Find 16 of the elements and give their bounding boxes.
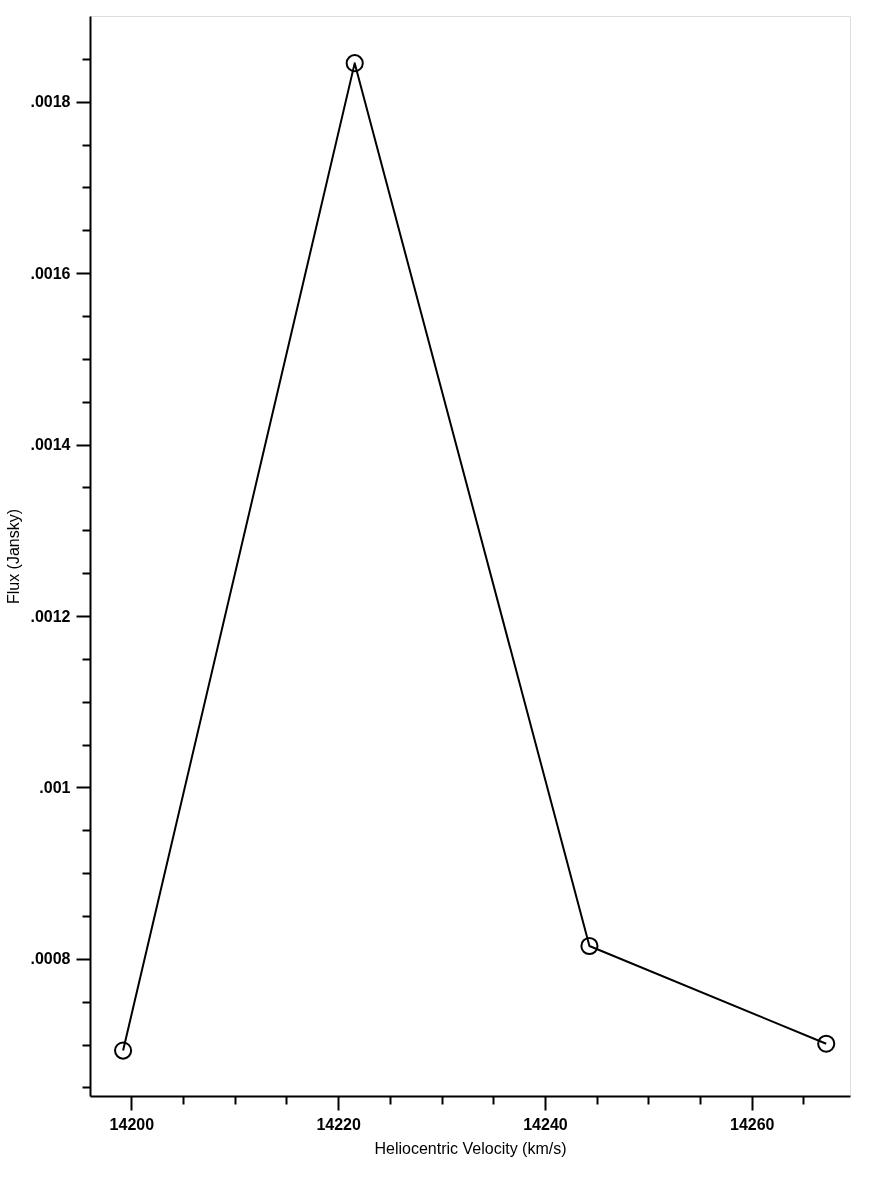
y-tick-label: .001 bbox=[39, 778, 71, 796]
point bbox=[580, 936, 599, 956]
y-tick-label: .0016 bbox=[30, 264, 71, 282]
point bbox=[345, 54, 364, 73]
x-tick-label: 14200 bbox=[109, 1115, 155, 1133]
x-tick-label: 14260 bbox=[730, 1115, 775, 1133]
point bbox=[817, 1034, 836, 1053]
point bbox=[114, 1041, 133, 1060]
x-tick-label: 14220 bbox=[316, 1115, 362, 1133]
y-tick-label: .0012 bbox=[30, 607, 71, 625]
y-axis-title: Flux (Jansky) bbox=[5, 508, 23, 605]
y-tick-label: .0018 bbox=[30, 93, 71, 111]
x-tick-label: 14240 bbox=[523, 1115, 568, 1133]
x-axis-title: Heliocentric Velocity (km/s) bbox=[374, 1139, 567, 1157]
y-tick-label: .0014 bbox=[30, 436, 71, 454]
y-tick-label: .0008 bbox=[30, 950, 71, 968]
